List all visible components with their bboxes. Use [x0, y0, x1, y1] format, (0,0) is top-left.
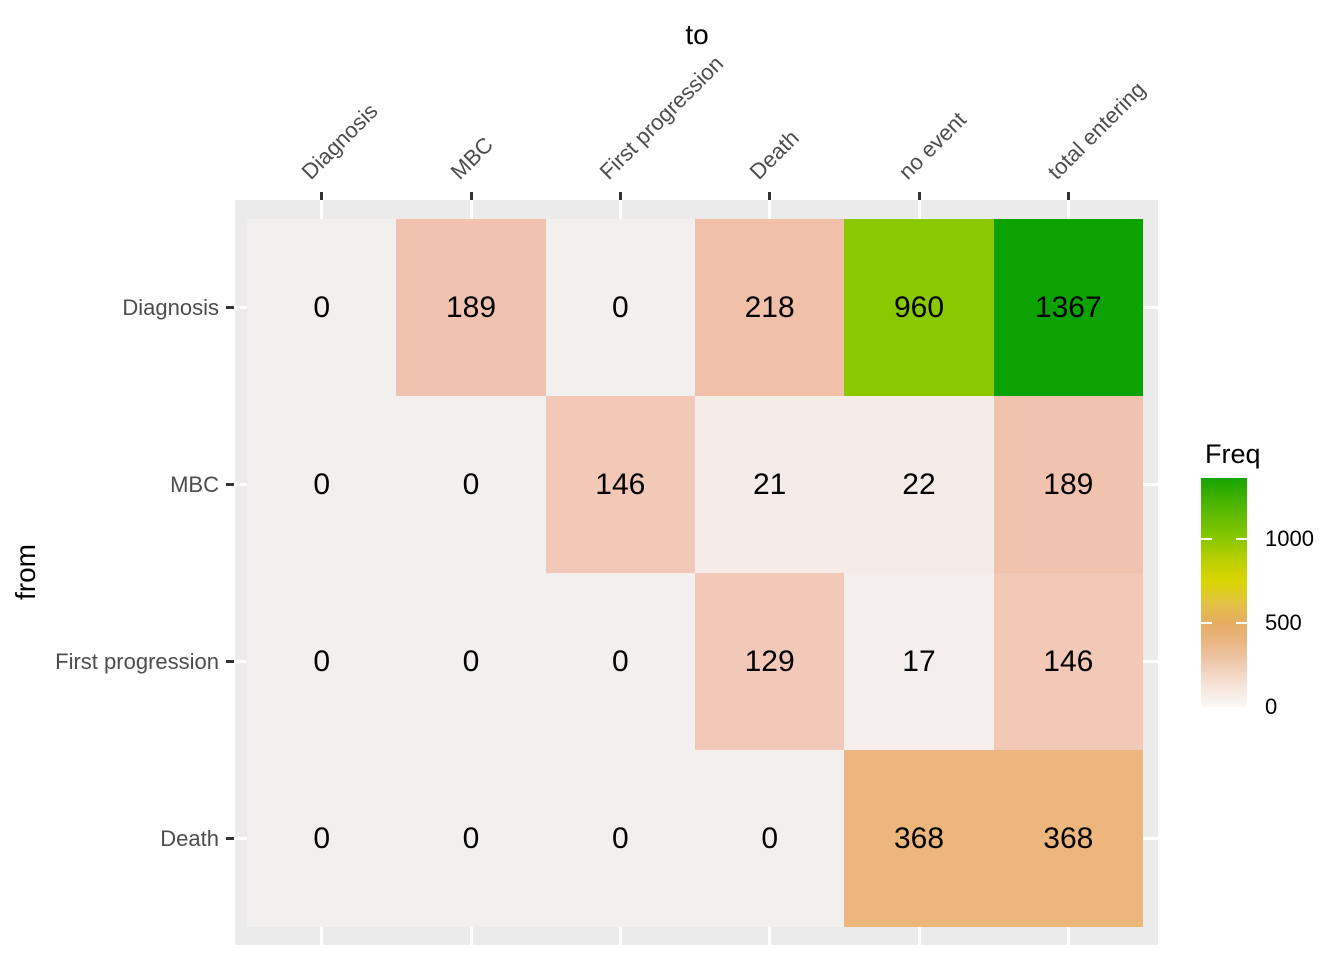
y-tick: [226, 837, 234, 840]
x-tick-label: First progression: [594, 50, 729, 185]
heatmap-cell: 0: [396, 396, 546, 573]
legend-tick: [1236, 622, 1247, 625]
legend-tick: [1236, 538, 1247, 541]
x-tick: [320, 192, 324, 200]
x-tick-label: MBC: [445, 132, 498, 185]
cell-value: 1367: [1034, 290, 1102, 324]
y-tick-label: First progression: [55, 648, 219, 674]
x-tick-label: total entering: [1042, 76, 1151, 185]
cell-value: 129: [744, 644, 795, 678]
cell-value: 146: [595, 467, 646, 501]
cell-value: 0: [313, 290, 330, 324]
cell-value: 21: [752, 467, 787, 501]
heatmap-cell: 0: [247, 573, 397, 750]
heatmap-cell: 368: [993, 750, 1143, 927]
cell-value: 0: [462, 821, 480, 855]
cell-value: 0: [462, 644, 480, 678]
cell-value: 368: [893, 821, 945, 855]
cell-value: 22: [902, 467, 936, 501]
heatmap-cell: 129: [694, 573, 845, 750]
legend-tick: [1201, 622, 1212, 625]
cell-value: 960: [893, 290, 945, 324]
heatmap-cell: 22: [844, 396, 994, 573]
heatmap-cell: 17: [844, 573, 994, 750]
cell-value: 189: [445, 290, 497, 324]
heatmap-cell: 0: [396, 750, 546, 927]
y-tick: [226, 306, 234, 309]
heatmap-cell: 0: [247, 396, 397, 573]
heatmap-cell: 146: [545, 396, 695, 573]
cell-value: 218: [744, 290, 795, 324]
y-axis-title: from: [10, 544, 41, 600]
x-tick: [1066, 192, 1070, 200]
x-tick: [917, 192, 921, 200]
cell-value: 0: [313, 467, 330, 501]
heatmap-cell: 0: [247, 750, 397, 927]
x-axis-title: to: [685, 19, 709, 50]
y-tick-label: Death: [160, 825, 219, 851]
heatmap-cell: 368: [844, 750, 994, 927]
cell-value: 0: [611, 821, 629, 855]
heatmap-cells: 0 189 0 218 960 1367 0 0 146 21 22 189 0 0 0 129 17 146 0 0…: [247, 219, 1143, 927]
x-tick: [768, 192, 772, 200]
heatmap-cell: 218: [694, 219, 845, 396]
cell-value: 0: [313, 821, 330, 855]
heatmap-cell: 0: [247, 219, 397, 396]
y-tick: [226, 660, 234, 663]
heatmap-cell: 189: [993, 396, 1143, 573]
legend-tick-label: 0: [1265, 694, 1278, 719]
x-tick: [618, 192, 622, 200]
legend-title: Freq: [1205, 439, 1261, 469]
y-tick: [226, 483, 234, 486]
cell-value: 146: [1043, 644, 1094, 678]
x-tick-label: Death: [744, 125, 804, 185]
heatmap-cell: 0: [396, 573, 546, 750]
heatmap-cell: 0: [545, 750, 695, 927]
cell-value: 189: [1043, 467, 1094, 501]
x-tick-label: Diagnosis: [296, 98, 383, 185]
heatmap-cell: 0: [694, 750, 845, 927]
x-tick: [469, 192, 473, 200]
heatmap-cell: 21: [694, 396, 845, 573]
heatmap-cell: 960: [844, 219, 994, 396]
legend-tick-label: 500: [1265, 610, 1302, 636]
legend-tick-label: 1000: [1265, 526, 1314, 552]
cell-value: 0: [761, 821, 778, 855]
cell-value: 0: [313, 644, 330, 678]
heatmap-cell: 189: [396, 219, 546, 396]
cell-value: 0: [611, 644, 629, 678]
x-tick-label: no event: [893, 106, 971, 185]
legend-tick: [1201, 538, 1212, 541]
cell-value: 368: [1043, 821, 1094, 855]
heatmap-cell: 0: [545, 219, 695, 396]
y-tick-label: MBC: [170, 471, 219, 497]
cell-value: 0: [462, 467, 480, 501]
heatmap-cell: 1367: [993, 219, 1143, 396]
legend-colorbar: [1201, 478, 1247, 707]
y-tick-label: Diagnosis: [122, 294, 219, 320]
cell-value: 17: [902, 644, 936, 678]
heatmap-cell: 0: [545, 573, 695, 750]
cell-value: 0: [611, 290, 629, 324]
legend: Freq 1000 500 0: [1160, 430, 1344, 740]
heatmap-cell: 146: [993, 573, 1143, 750]
